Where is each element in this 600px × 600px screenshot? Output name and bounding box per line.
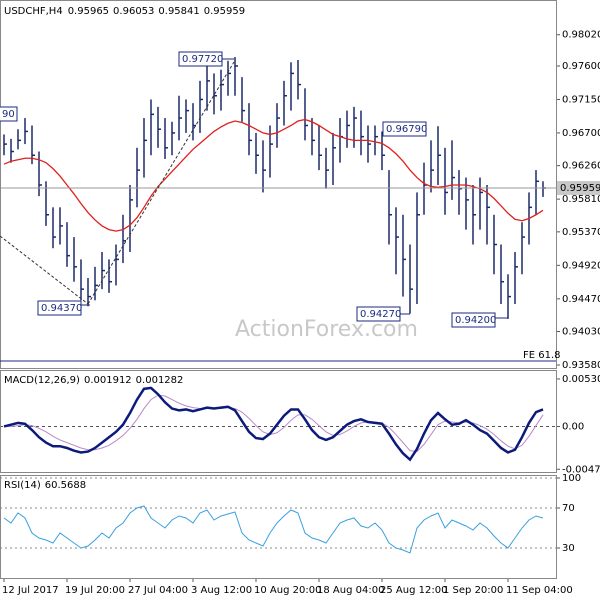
label-box [37, 300, 82, 316]
rsi-header: RSI(14) 60.5688 [4, 480, 86, 491]
y-tick-label: 0.94470 [562, 294, 600, 305]
x-tick-label: 18 Aug 04:00 [317, 585, 384, 596]
x-tick-label: 19 Jul 20:00 [65, 585, 125, 596]
y-tick-label: -0.004777 [562, 464, 600, 475]
rsi-title: RSI(14) [4, 480, 41, 491]
y-tick-label: 0.96260 [562, 161, 600, 172]
y-tick-label: 0.98020 [562, 30, 600, 41]
macd-header: MACD(12,26,9) 0.001912 0.001282 [4, 375, 183, 386]
macd-value: 0.001912 [84, 375, 132, 386]
y-tick-label: 0.95810 [562, 194, 600, 205]
price-frame [0, 0, 557, 369]
signal-value: 0.001282 [136, 375, 184, 386]
macd-title: MACD(12,26,9) [4, 375, 80, 386]
label-box [0, 106, 18, 122]
macd-line [3, 386, 544, 462]
fe-label: FE 61.8 [523, 350, 561, 361]
x-tick-label: 1 Sep 20:00 [443, 585, 503, 596]
low: 0.95841 [158, 6, 199, 17]
y-tick-label: 0.94920 [562, 260, 600, 271]
price-header: USDCHF,H4 0.95965 0.96053 0.95841 0.95959 [4, 6, 245, 17]
x-tick-label: 11 Sep 04:00 [506, 585, 573, 596]
x-tick-label: 25 Aug 12:00 [380, 585, 447, 596]
symbol: USDCHF,H4 [4, 6, 63, 17]
x-tick-label: 10 Aug 20:00 [254, 585, 321, 596]
moving-average [3, 118, 544, 232]
label: 0.96790 [386, 124, 427, 135]
annotation: 0.94200 [451, 312, 508, 328]
label: 0.94200 [455, 315, 496, 326]
close: 0.95959 [204, 6, 245, 17]
y-tick-label: 70 [562, 503, 575, 514]
y-tick-label: 0.94030 [562, 327, 600, 338]
label-box [451, 312, 496, 328]
macd-frame [0, 370, 557, 473]
label: 0.97720 [182, 54, 223, 65]
annotation: 0.97720 [178, 51, 234, 67]
high: 0.96053 [113, 6, 154, 17]
annotation: 0.96790 [382, 121, 427, 137]
x-tick-label: 3 Aug 12:00 [191, 585, 252, 596]
annotation: 0.94370 [37, 300, 90, 316]
fib-line [0, 235, 89, 305]
open: 0.95965 [68, 6, 109, 17]
label: 0.94370 [41, 303, 82, 314]
annotation: 90 [0, 106, 18, 122]
last-price-box [557, 181, 600, 196]
y-tick-label: 0.005303 [562, 374, 600, 385]
last-price-label: 0.95959 [560, 183, 600, 194]
y-tick-label: 30 [562, 543, 575, 554]
annotation: 0.94270 [356, 306, 410, 322]
rsi-value: 60.5688 [45, 480, 86, 491]
y-tick-label: 100 [562, 473, 581, 484]
rsi-frame [0, 475, 557, 579]
y-tick-label: 0.96700 [562, 128, 600, 139]
fib-line [87, 61, 235, 305]
plot-layer: 0.98020 0.97600 0.97150 0.96700 0.96260 0.958… [0, 30, 600, 596]
y-tick-label: 0.93580 [562, 360, 600, 371]
label: 90 [2, 109, 15, 120]
y-tick-label: 0.00 [562, 421, 584, 432]
x-tick-label: 27 Jul 04:00 [128, 585, 188, 596]
y-tick-label: 0.97600 [562, 61, 600, 72]
rsi-line [3, 505, 544, 554]
x-tick-label: 12 Jul 2017 [2, 585, 59, 596]
y-tick-label: 0.95370 [562, 227, 600, 238]
y-tick-label: 0.97150 [562, 94, 600, 105]
label-box [382, 121, 427, 137]
label: 0.94270 [360, 309, 401, 320]
